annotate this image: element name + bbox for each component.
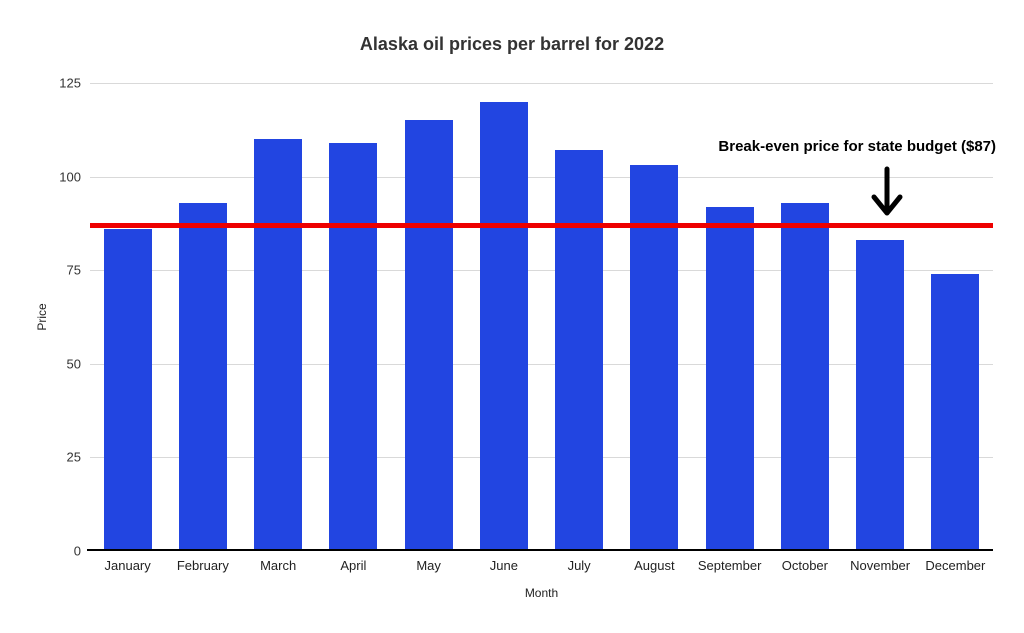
- x-tick-label: June: [489, 558, 518, 573]
- y-axis-title: Price: [35, 303, 49, 331]
- bar-slot-december: December: [918, 83, 993, 573]
- x-tick-label: February: [176, 558, 229, 573]
- x-axis-title: Month: [524, 586, 559, 600]
- x-tick-label: January: [104, 558, 151, 573]
- x-tick-label: August: [634, 558, 675, 573]
- bar-slot-april: April: [316, 83, 391, 573]
- bar-slot-march: March: [241, 83, 316, 573]
- bar-series: January February March April May June July Augu…: [90, 83, 993, 573]
- y-tick-label: 125: [59, 75, 81, 91]
- break-even-annotation: Break-even price for state budget ($87): [718, 138, 996, 155]
- bar-august: [630, 165, 679, 551]
- plot-area: 0 25 50 75 100 125 January February March April M…: [59, 76, 993, 573]
- down-arrow-icon: [871, 166, 903, 216]
- bar-january: [103, 229, 152, 551]
- bar-slot-may: May: [391, 83, 466, 573]
- x-tick-label: December: [925, 558, 986, 573]
- x-axis-baseline: [87, 549, 993, 551]
- x-tick-label: April: [340, 558, 367, 573]
- bar-february: [178, 202, 227, 551]
- break-even-line: [90, 222, 993, 228]
- x-tick-label: March: [260, 558, 297, 573]
- chart-title: Alaska oil prices per barrel for 2022: [359, 34, 665, 54]
- bar-october: [780, 202, 829, 551]
- bar-june: [479, 101, 528, 551]
- x-tick-label: May: [416, 558, 441, 573]
- y-tick-label: 100: [59, 169, 81, 185]
- bar-september: [705, 206, 754, 551]
- y-tick-label: 0: [73, 543, 81, 559]
- bar-july: [555, 150, 604, 551]
- x-tick-label: September: [697, 558, 762, 573]
- y-gridline: [90, 270, 993, 272]
- bar-november: [856, 240, 905, 551]
- bar-may: [404, 120, 453, 551]
- y-tick-label: 50: [66, 356, 81, 372]
- bar-slot-october: October: [767, 83, 842, 573]
- bar-slot-january: January: [90, 83, 165, 573]
- y-gridline: [90, 457, 993, 459]
- bar-april: [329, 142, 378, 551]
- bar-slot-september: September: [692, 83, 767, 573]
- y-tick-label: 75: [66, 262, 81, 278]
- y-gridline: [90, 363, 993, 365]
- bar-slot-august: August: [617, 83, 692, 573]
- x-tick-label: October: [781, 558, 828, 573]
- bar-march: [254, 139, 303, 551]
- bar-slot-november: November: [843, 83, 918, 573]
- y-gridline: [90, 176, 993, 178]
- y-gridline: [90, 83, 993, 84]
- bar-december: [931, 273, 980, 551]
- bar-slot-june: June: [466, 83, 541, 573]
- bar-slot-july: July: [542, 83, 617, 573]
- bar-slot-february: February: [165, 83, 240, 573]
- x-tick-label: July: [567, 558, 591, 573]
- y-tick-label: 25: [66, 449, 81, 465]
- x-tick-label: November: [850, 558, 911, 573]
